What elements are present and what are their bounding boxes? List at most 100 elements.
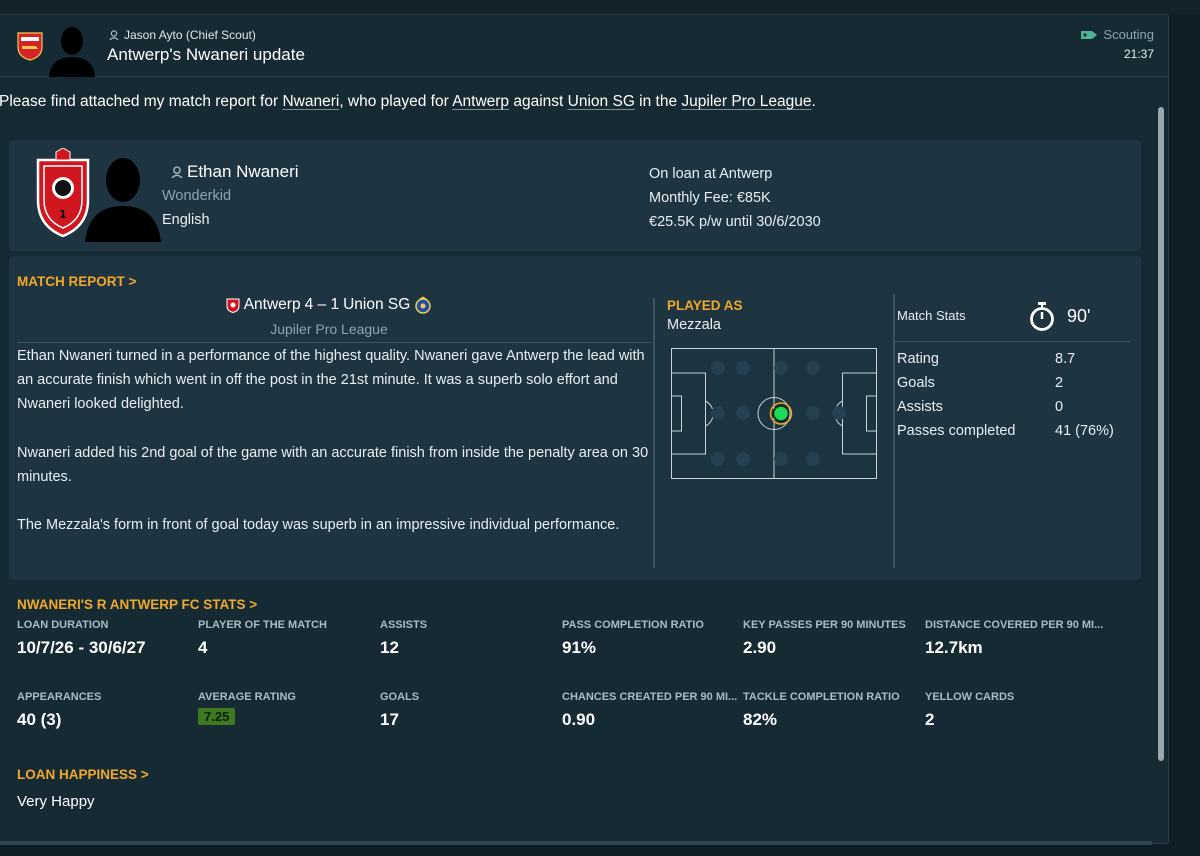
goals-stat: GOALS 17 <box>380 691 419 730</box>
stat-value: 82% <box>743 710 778 729</box>
loan-happiness-heading[interactable]: LOAN HAPPINESS > <box>17 767 149 782</box>
match-report-heading[interactable]: MATCH REPORT > <box>17 274 136 289</box>
person-icon <box>171 166 183 178</box>
bottom-bar <box>0 841 1152 845</box>
stat-label: APPEARANCES <box>17 691 102 703</box>
match-stat-row: Assists 0 <box>897 399 1137 415</box>
stat-label: DISTANCE COVERED PER 90 MI... <box>925 619 1104 631</box>
intro-text-part: , who played for <box>339 93 453 110</box>
divider <box>653 298 655 568</box>
stat-label: Passes completed <box>897 423 1016 439</box>
intro-text: Please find attached my match report for… <box>0 93 816 111</box>
loan-status: On loan at Antwerp <box>649 166 773 182</box>
rating-badge: 7.25 <box>198 708 236 725</box>
loan-happiness-value: Very Happy <box>17 793 95 810</box>
player-panel: 1 Ethan Nwaneri Wonderkid English On loa… <box>9 140 1141 251</box>
team-link[interactable]: Antwerp <box>452 93 510 110</box>
inbox-message-window: Jason Ayto (Chief Scout) Antwerp's Nwane… <box>0 14 1169 845</box>
message-subject: Antwerp's Nwaneri update <box>107 45 305 64</box>
chevron-right-icon: > <box>249 597 258 612</box>
monthly-fee: Monthly Fee: €85K <box>649 190 771 206</box>
stat-value: 41 (76%) <box>1055 423 1114 439</box>
union-sg-mini-badge-icon <box>415 296 432 314</box>
player-name-text: Ethan Nwaneri <box>187 162 299 181</box>
player-link[interactable]: Nwaneri <box>282 93 340 110</box>
stat-value: 17 <box>380 710 399 729</box>
match-report-text: Ethan Nwaneri turned in a performance of… <box>17 344 653 561</box>
stat-value: 12 <box>380 638 399 657</box>
match-report-title: MATCH REPORT <box>17 274 125 289</box>
score: 4 – 1 <box>304 296 340 313</box>
player-avatar[interactable] <box>81 150 165 242</box>
stat-value: 40 (3) <box>17 710 62 729</box>
loan-stats-heading[interactable]: NWANERI'S R ANTWERP FC STATS > <box>17 597 257 612</box>
loan-stats-title: NWANERI'S R ANTWERP FC STATS <box>17 597 246 612</box>
wage: €25.5K p/w until 30/6/2030 <box>649 214 821 230</box>
player-position-dot <box>772 405 790 422</box>
report-paragraph: Ethan Nwaneri turned in a performance of… <box>17 348 645 413</box>
intro-text-part: in the <box>634 93 682 110</box>
chevron-right-icon: > <box>128 274 137 289</box>
person-icon <box>109 30 119 40</box>
report-paragraph: Nwaneri added his 2nd goal of the game w… <box>17 444 649 485</box>
stat-label: YELLOW CARDS <box>925 691 1015 703</box>
played-as-heading: PLAYED AS <box>667 298 743 313</box>
message-time: 21:37 <box>1123 47 1154 61</box>
yellow-cards-stat: YELLOW CARDS 2 <box>925 691 1014 730</box>
category-label: Scouting <box>1103 27 1154 42</box>
loan-happiness-title: LOAN HAPPINESS <box>17 767 138 782</box>
stat-label: Goals <box>897 375 935 391</box>
tackle-completion-stat: TACKLE COMPLETION RATIO 82% <box>743 691 900 730</box>
opponent-link[interactable]: Union SG <box>567 93 635 110</box>
divider <box>895 341 1131 342</box>
divider <box>17 342 651 343</box>
played-as-role: Mezzala <box>667 317 721 333</box>
stat-label: TACKLE COMPLETION RATIO <box>743 691 900 703</box>
stat-value: 0 <box>1055 399 1064 415</box>
stat-label: KEY PASSES PER 90 MINUTES <box>743 619 906 631</box>
scout-avatar[interactable] <box>47 21 97 77</box>
average-rating-stat: AVERAGE RATING 7.25 <box>198 691 296 726</box>
antwerp-badge-icon[interactable]: 1 <box>34 148 92 238</box>
competition-name[interactable]: Jupiler Pro League <box>270 321 388 337</box>
stat-label: CHANCES CREATED PER 90 MI... <box>562 691 738 703</box>
sender-line[interactable]: Jason Ayto (Chief Scout) <box>109 28 256 42</box>
distance-covered-stat: DISTANCE COVERED PER 90 MI... 12.7km <box>925 619 1103 658</box>
intro-text-part: Please find attached my match report for <box>0 93 283 110</box>
assists-stat: ASSISTS 12 <box>380 619 427 658</box>
position-pitch[interactable] <box>671 348 877 479</box>
stat-label: AVERAGE RATING <box>198 691 296 703</box>
stat-value: 2 <box>1055 375 1064 391</box>
match-report-panel: MATCH REPORT > Antwerp 4 – 1 Union SG Ju… <box>9 256 1141 580</box>
match-stat-row: Passes completed 41 (76%) <box>897 423 1137 439</box>
appearances-stat: APPEARANCES 40 (3) <box>17 691 101 730</box>
league-link[interactable]: Jupiler Pro League <box>681 93 812 110</box>
home-team[interactable]: Antwerp <box>243 296 301 313</box>
category-tag[interactable]: Scouting <box>1081 27 1154 42</box>
message-header: Jason Ayto (Chief Scout) Antwerp's Nwane… <box>0 15 1168 77</box>
stat-label: Assists <box>897 399 943 415</box>
tag-icon <box>1081 30 1098 39</box>
away-team[interactable]: Union SG <box>343 296 411 313</box>
player-position-ring <box>769 402 793 425</box>
contract-details: On loan at Antwerp Monthly Fee: €85K €25… <box>649 162 821 234</box>
pass-completion-stat: PASS COMPLETION RATIO 91% <box>562 619 704 658</box>
stat-value: 91% <box>562 638 597 657</box>
intro-text-part: . <box>811 93 816 110</box>
scrollbar-thumb[interactable] <box>1158 107 1164 761</box>
minutes-played: 90' <box>1067 306 1091 326</box>
player-name[interactable]: Ethan Nwaneri <box>171 162 299 182</box>
stat-value: 2.90 <box>743 638 777 657</box>
stat-label: GOALS <box>380 691 420 703</box>
app-top-strip <box>0 0 1200 14</box>
sender-name: Jason Ayto (Chief Scout) <box>124 28 256 42</box>
stat-label: PLAYER OF THE MATCH <box>198 619 327 631</box>
potm-stat: PLAYER OF THE MATCH 4 <box>198 619 327 658</box>
svg-text:1: 1 <box>59 208 67 221</box>
stat-label: ASSISTS <box>380 619 428 631</box>
arsenal-badge-icon <box>17 32 43 61</box>
player-nationality: English <box>162 212 210 228</box>
match-stat-row: Goals 2 <box>897 375 1137 391</box>
stat-value: 8.7 <box>1055 351 1076 367</box>
loan-duration-stat: LOAN DURATION 10/7/26 - 30/6/27 <box>17 619 146 658</box>
